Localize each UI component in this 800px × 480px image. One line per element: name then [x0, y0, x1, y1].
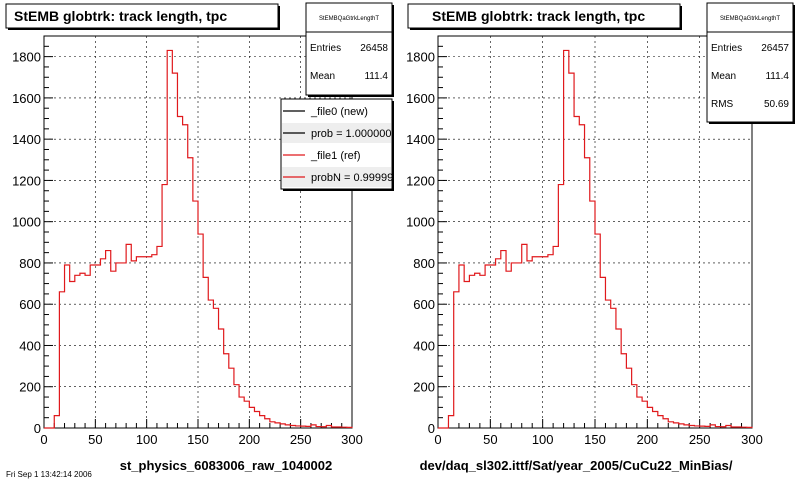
x-tick-label: 200 [636, 432, 658, 447]
left-histogram-panel: 0 50 100 150 200 250 300 0 200 400 600 800 1000 1200 1… [5, 2, 394, 473]
legend-entry-label: _file0 (new) [310, 106, 368, 118]
x-tick-label: 200 [238, 432, 260, 447]
y-tick-label: 1000 [12, 215, 41, 230]
x-tick-label: 300 [741, 432, 763, 447]
stats-value: 111.4 [364, 71, 388, 82]
x-tick-label: 50 [88, 432, 102, 447]
y-tick-label: 1400 [406, 132, 435, 147]
stats-value: 111.4 [765, 71, 789, 82]
x-tick-label: 50 [483, 432, 497, 447]
stats-label: Entries [711, 43, 742, 54]
stats-value: 26457 [761, 43, 789, 54]
stats-label: Entries [310, 43, 341, 54]
x-tick-label: 150 [584, 432, 606, 447]
histogram-series-line [438, 49, 753, 429]
y-tick-label: 1400 [12, 132, 41, 147]
legend-entry-label: probN = 0.99999 [311, 172, 393, 184]
stats-label: Mean [310, 71, 335, 82]
legend-row-bg [282, 123, 391, 143]
y-tick-label: 1600 [12, 91, 41, 106]
x-tick-label: 300 [341, 432, 363, 447]
stats-value: 50.69 [764, 99, 789, 110]
legend-entry-label: prob = 1.000000 [311, 128, 391, 140]
stats-label: Mean [711, 71, 736, 82]
stats-value: 26458 [360, 43, 388, 54]
title-box [5, 3, 279, 29]
right-histogram-panel: 0 50 100 150 200 250 300 0 200 400 600 800 1000 1200 1… [406, 2, 795, 473]
stats-box [706, 2, 794, 123]
legend-row-bg [282, 167, 391, 187]
x-tick-label: 150 [187, 432, 209, 447]
chart-title: StEMB globtrk: track length, tpc [432, 8, 645, 24]
y-tick-label: 1200 [406, 173, 435, 188]
y-tick-label: 400 [413, 338, 435, 353]
x-tick-label: 100 [532, 432, 554, 447]
legend-entry-label: _file1 (ref) [310, 150, 361, 162]
chart-title: StEMB globtrk: track length, tpc [14, 8, 227, 24]
x-tick-label: 250 [689, 432, 711, 447]
y-tick-label: 1000 [406, 215, 435, 230]
y-tick-label: 1800 [12, 50, 41, 65]
y-tick-label: 1600 [406, 91, 435, 106]
x-tick-label: 0 [434, 432, 441, 447]
x-axis-label: dev/daq_sl302.ittf/Sat/year_2005/CuCu22_… [420, 458, 733, 473]
stats-box [305, 2, 393, 96]
y-tick-label: 200 [19, 380, 41, 395]
x-tick-label: 250 [290, 432, 312, 447]
y-tick-label: 1200 [12, 173, 41, 188]
title-box [407, 3, 681, 29]
x-axis-label: st_physics_6083006_raw_1040002 [120, 458, 333, 473]
histogram-series-line [44, 49, 353, 429]
y-tick-label: 1800 [406, 50, 435, 65]
y-tick-label: 600 [413, 297, 435, 312]
y-tick-label: 800 [19, 256, 41, 271]
x-tick-label: 100 [136, 432, 158, 447]
y-tick-label: 200 [413, 380, 435, 395]
y-tick-label: 0 [34, 421, 41, 436]
y-tick-label: 400 [19, 338, 41, 353]
x-tick-label: 0 [40, 432, 47, 447]
y-tick-label: 800 [413, 256, 435, 271]
footer-timestamp: Fri Sep 1 13:42:14 2006 [6, 470, 92, 479]
y-tick-label: 600 [19, 297, 41, 312]
stats-box-header: StEMBQaGtrkLengthT [720, 16, 780, 22]
stats-label: RMS [711, 99, 734, 110]
y-tick-label: 0 [428, 421, 435, 436]
stats-box-header: StEMBQaGtrkLengthT [319, 16, 379, 22]
